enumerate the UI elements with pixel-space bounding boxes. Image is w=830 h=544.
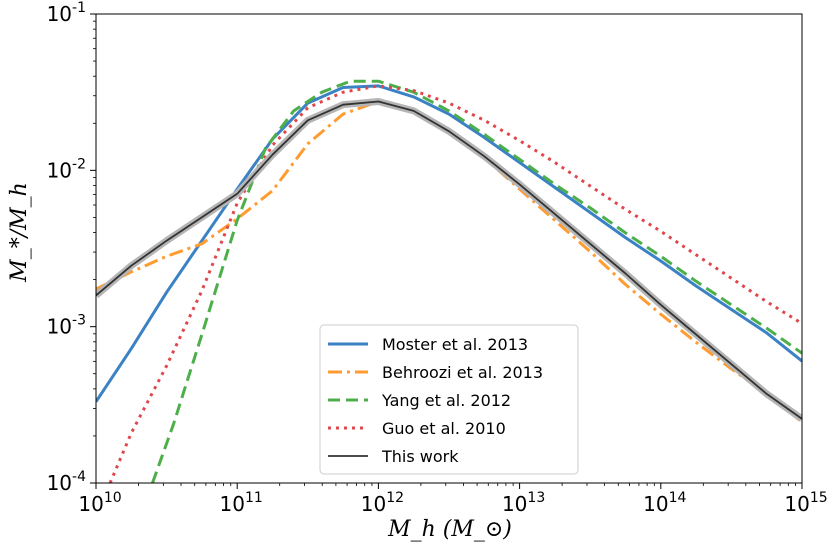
y-tick-label: 10-1 (47, 0, 86, 26)
x-axis-label: M_h (M_⊙) (387, 517, 512, 542)
x-tick-label: 1013 (502, 490, 545, 516)
x-tick-label: 1015 (784, 490, 827, 516)
series-line-1 (96, 100, 802, 424)
legend-box (319, 324, 579, 475)
x-tick-label: 1011 (220, 490, 263, 516)
legend-label-1: Behroozi et al. 2013 (382, 363, 543, 382)
legend: Moster et al. 2013 Behroozi et al. 2013 Ya… (319, 324, 579, 475)
svg-text:M_*/M_h: M_*/M_h (7, 182, 32, 283)
y-tick-label: 10-4 (47, 469, 87, 495)
x-tick-label: 1012 (361, 490, 404, 516)
plot-frame (95, 13, 803, 484)
legend-label-4: This work (381, 447, 459, 466)
legend-label-0: Moster et al. 2013 (382, 335, 528, 354)
x-tick-label: 1010 (78, 490, 121, 516)
y-tick-label: 10-3 (47, 313, 86, 339)
series-line-2 (151, 79, 802, 483)
x-tick-label: 1014 (643, 490, 686, 516)
y-axis-label: M_*/M_h (7, 182, 32, 283)
series-line-4 (96, 100, 802, 420)
series-group (96, 79, 802, 483)
series-line-0 (96, 84, 802, 403)
y-tick-label: 10-2 (47, 156, 86, 182)
legend-label-2: Yang et al. 2012 (381, 391, 511, 410)
legend-label-3: Guo et al. 2010 (382, 419, 506, 438)
series-line-3 (108, 84, 802, 483)
